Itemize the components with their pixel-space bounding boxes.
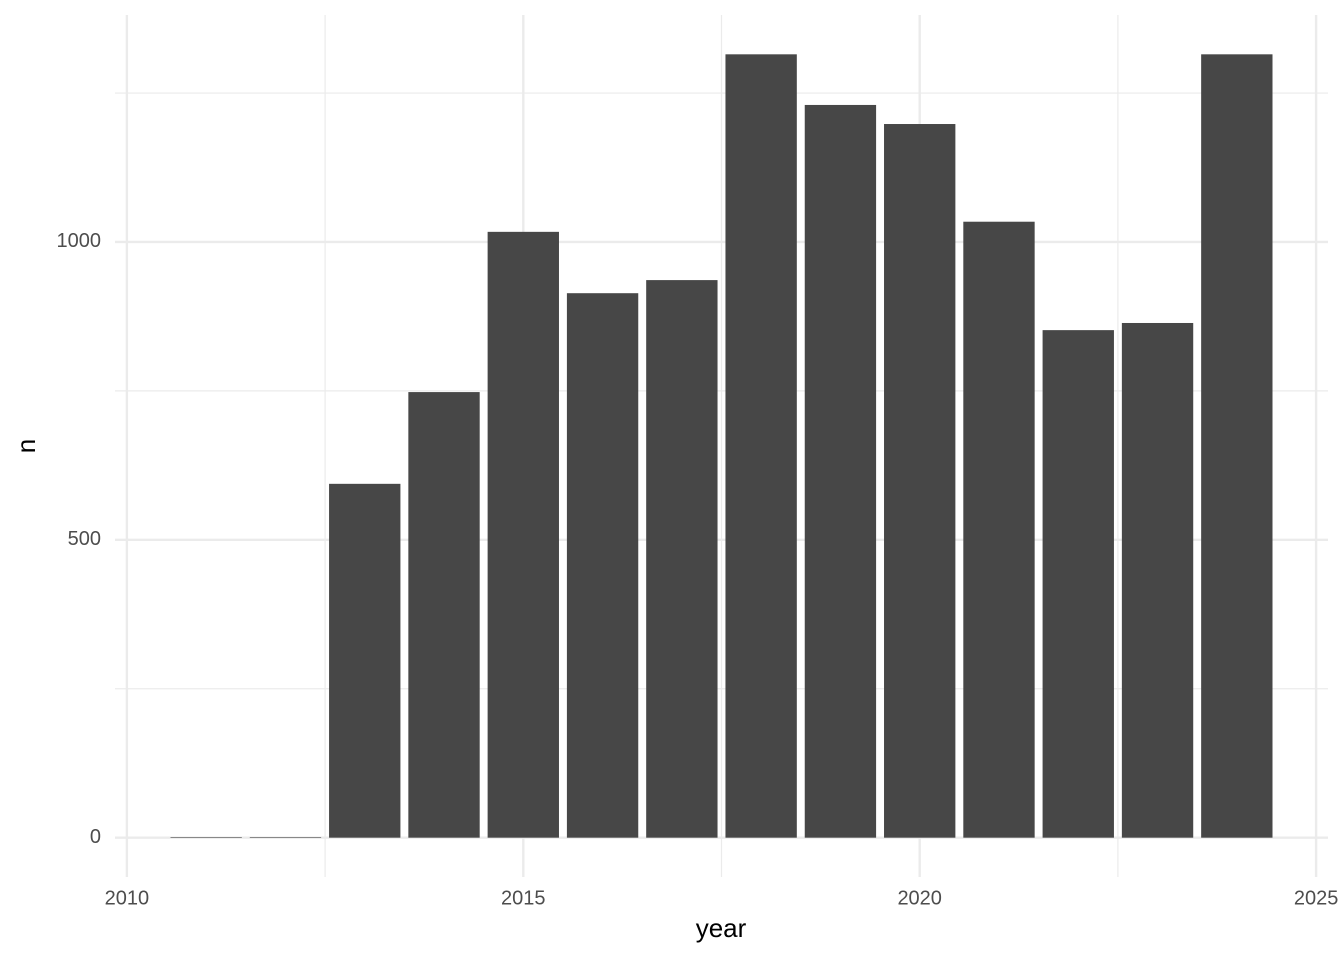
x-axis-title: year [696,913,747,943]
bar [329,483,401,838]
y-tick-label: 1000 [57,230,102,252]
bar [884,124,956,838]
x-tick-label: 2010 [105,887,150,909]
bar [725,54,797,838]
bar [487,231,559,838]
bar [408,392,480,838]
bar [963,221,1035,838]
bar [566,293,639,838]
bar [804,104,877,838]
x-tick-label: 2015 [501,887,546,909]
bar [1121,322,1194,838]
x-tick-label: 2020 [897,887,942,909]
y-tick-label: 0 [90,826,101,848]
bar [646,280,718,838]
y-tick-label: 500 [68,528,101,550]
bar [1201,54,1273,838]
bar [170,837,242,838]
bar [1042,330,1114,838]
x-tick-label: 2025 [1294,887,1339,909]
bar [249,837,322,838]
y-axis-title: n [11,439,41,453]
